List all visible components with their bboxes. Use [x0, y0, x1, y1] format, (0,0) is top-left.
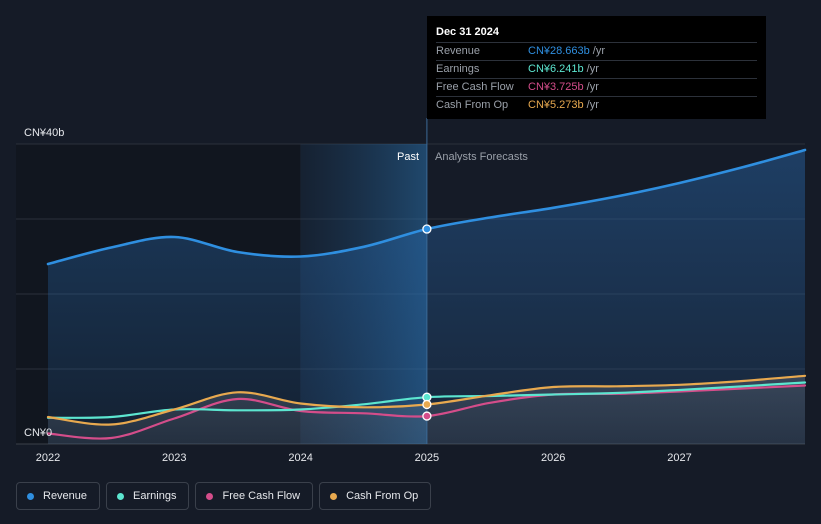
x-axis-ticks: 2022 2023 2024 2025 2026 2027 [36, 452, 692, 464]
tooltip-row-earnings: Earnings CN¥6.241b /yr [436, 60, 757, 78]
legend-label: Earnings [133, 490, 177, 502]
y-tick-label-top: CN¥40b [24, 127, 64, 139]
tooltip-value: CN¥28.663b [528, 45, 590, 57]
marker-revenue [422, 224, 432, 234]
forecast-label: Analysts Forecasts [435, 151, 528, 163]
legend-dot-icon [117, 492, 125, 500]
y-tick-label-bottom: CN¥0 [24, 427, 52, 439]
legend-item-cash-from-op[interactable]: Cash From Op [319, 482, 432, 510]
past-label: Past [397, 151, 419, 163]
marker-free-cash-flow [422, 411, 432, 421]
tooltip-unit: /yr [586, 63, 599, 75]
legend: Revenue Earnings Free Cash Flow Cash Fro… [16, 482, 432, 510]
tooltip-label: Cash From Op [436, 99, 509, 111]
tooltip-date: Dec 31 2024 [436, 26, 499, 38]
tooltip-value: CN¥6.241b [528, 63, 584, 75]
x-tick-label: 2025 [415, 452, 439, 464]
tooltip-value: CN¥5.273b [528, 99, 584, 111]
x-tick-label: 2027 [667, 452, 691, 464]
legend-label: Cash From Op [346, 490, 419, 502]
tooltip: Dec 31 2024 Revenue CN¥28.663b /yr Earni… [427, 16, 766, 119]
x-tick-label: 2026 [541, 452, 565, 464]
legend-item-earnings[interactable]: Earnings [106, 482, 190, 510]
marker-cash-from-op [422, 399, 432, 410]
tooltip-value: CN¥3.725b [528, 81, 584, 93]
tooltip-label: Free Cash Flow [436, 81, 514, 93]
tooltip-unit: /yr [586, 99, 599, 111]
tooltip-label: Revenue [436, 45, 481, 57]
tooltip-row-cash-from-op: Cash From Op CN¥5.273b /yr [436, 96, 757, 114]
x-tick-label: 2024 [288, 452, 312, 464]
tooltip-label: Earnings [436, 63, 480, 75]
legend-dot-icon [27, 492, 34, 500]
legend-item-free-cash-flow[interactable]: Free Cash Flow [195, 482, 314, 510]
x-tick-label: 2022 [36, 452, 60, 464]
legend-dot-icon [330, 492, 338, 500]
tooltip-unit: /yr [586, 81, 599, 93]
tooltip-row-revenue: Revenue CN¥28.663b /yr [436, 42, 757, 60]
legend-label: Revenue [43, 490, 88, 502]
legend-item-revenue[interactable]: Revenue [16, 482, 101, 510]
tooltip-row-free-cash-flow: Free Cash Flow CN¥3.725b /yr [436, 78, 757, 96]
highlight-markers [422, 224, 432, 421]
legend-label: Free Cash Flow [222, 490, 301, 502]
x-tick-label: 2023 [162, 452, 186, 464]
legend-dot-icon [206, 492, 214, 500]
tooltip-unit: /yr [592, 45, 606, 57]
series-line-cash-from-op [46, 374, 807, 426]
